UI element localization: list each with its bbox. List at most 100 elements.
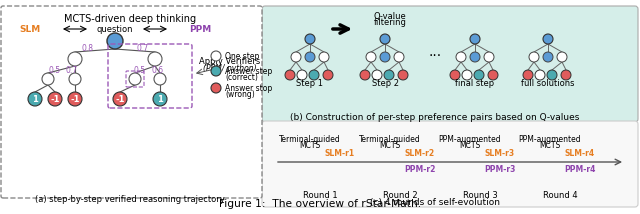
Text: MCTS: MCTS (300, 141, 321, 150)
Text: 0.8: 0.8 (81, 44, 93, 53)
Text: PPM-augmented: PPM-augmented (438, 135, 501, 144)
Circle shape (107, 33, 123, 49)
Circle shape (394, 52, 404, 62)
Text: PPM-r3: PPM-r3 (484, 165, 516, 174)
Circle shape (561, 70, 571, 80)
Text: 1: 1 (157, 95, 163, 104)
Circle shape (285, 70, 295, 80)
Circle shape (211, 83, 221, 93)
Circle shape (360, 70, 370, 80)
Text: PPM-r4: PPM-r4 (564, 165, 596, 174)
Circle shape (535, 70, 545, 80)
Text: Terminal-guided: Terminal-guided (279, 135, 341, 144)
Text: (a) step-by-step verified reasoning trajectory: (a) step-by-step verified reasoning traj… (35, 196, 225, 205)
Circle shape (309, 70, 319, 80)
Circle shape (462, 70, 472, 80)
Circle shape (148, 52, 162, 66)
Text: filtering: filtering (374, 18, 406, 27)
Text: Apply Verifiers: Apply Verifiers (200, 57, 260, 66)
Text: (PPM/ python): (PPM/ python) (203, 64, 257, 73)
Text: ...: ... (428, 45, 442, 59)
Circle shape (529, 52, 539, 62)
FancyBboxPatch shape (262, 6, 638, 122)
Text: Terminal-guided: Terminal-guided (359, 135, 421, 144)
Circle shape (42, 73, 54, 85)
Circle shape (484, 52, 494, 62)
Circle shape (69, 73, 81, 85)
Circle shape (113, 92, 127, 106)
Text: One step: One step (225, 52, 259, 61)
Text: Round 2: Round 2 (383, 192, 417, 201)
Text: SLM-r3: SLM-r3 (485, 150, 515, 159)
FancyBboxPatch shape (262, 121, 638, 207)
Text: question: question (97, 24, 133, 34)
Text: Answer step: Answer step (225, 67, 272, 76)
Text: 0.5: 0.5 (134, 66, 146, 75)
Text: -1: -1 (115, 95, 125, 104)
Text: MCTS: MCTS (380, 141, 401, 150)
Text: 0.7: 0.7 (137, 44, 149, 53)
Circle shape (470, 34, 480, 44)
Text: SLM-r2: SLM-r2 (405, 150, 435, 159)
Text: full solutions: full solutions (521, 79, 575, 88)
Circle shape (557, 52, 567, 62)
Text: (correct): (correct) (225, 73, 258, 82)
Text: PPM: PPM (189, 24, 211, 34)
Text: Round 4: Round 4 (543, 192, 577, 201)
FancyBboxPatch shape (1, 6, 262, 198)
Text: SLM-r4: SLM-r4 (565, 150, 595, 159)
Text: Q-value: Q-value (374, 12, 406, 21)
Text: PPM-r2: PPM-r2 (404, 165, 436, 174)
Text: PPM-augmented: PPM-augmented (518, 135, 581, 144)
Text: MCTS: MCTS (540, 141, 561, 150)
Circle shape (305, 34, 315, 44)
Text: (c) 4 rounds of self-evolution: (c) 4 rounds of self-evolution (370, 198, 500, 207)
Text: 0.7: 0.7 (66, 66, 78, 75)
Text: (b) Construction of per-step preference pairs based on Q-values: (b) Construction of per-step preference … (291, 113, 580, 122)
Circle shape (129, 73, 141, 85)
Circle shape (372, 70, 382, 80)
Circle shape (523, 70, 533, 80)
Circle shape (474, 70, 484, 80)
Text: -1: -1 (70, 95, 80, 104)
Circle shape (543, 52, 553, 62)
Circle shape (470, 52, 480, 62)
Circle shape (543, 34, 553, 44)
Text: 0.6: 0.6 (152, 66, 164, 75)
Circle shape (211, 51, 221, 61)
Circle shape (291, 52, 301, 62)
Text: Step 2: Step 2 (371, 79, 399, 88)
Circle shape (319, 52, 329, 62)
Text: MCTS: MCTS (460, 141, 481, 150)
Circle shape (384, 70, 394, 80)
Text: final step: final step (456, 79, 495, 88)
Circle shape (398, 70, 408, 80)
Text: Step 1: Step 1 (296, 79, 323, 88)
Circle shape (153, 92, 167, 106)
Text: 0.5: 0.5 (49, 66, 61, 75)
Circle shape (488, 70, 498, 80)
Circle shape (450, 70, 460, 80)
Circle shape (305, 52, 315, 62)
Circle shape (323, 70, 333, 80)
Circle shape (28, 92, 42, 106)
Text: Round 1: Round 1 (303, 192, 337, 201)
Circle shape (211, 66, 221, 76)
Text: Answer stop: Answer stop (225, 83, 272, 92)
Circle shape (380, 34, 390, 44)
Circle shape (154, 73, 166, 85)
Circle shape (366, 52, 376, 62)
Circle shape (48, 92, 62, 106)
Circle shape (297, 70, 307, 80)
Circle shape (547, 70, 557, 80)
Circle shape (456, 52, 466, 62)
Circle shape (68, 52, 82, 66)
Circle shape (68, 92, 82, 106)
Text: 1: 1 (32, 95, 38, 104)
Text: SLM-r1: SLM-r1 (325, 150, 355, 159)
Text: Figure 1:  The overview of rStar-Math.: Figure 1: The overview of rStar-Math. (219, 199, 421, 209)
Text: Round 3: Round 3 (463, 192, 497, 201)
Text: SLM: SLM (19, 24, 40, 34)
Text: MCTS-driven deep thinking: MCTS-driven deep thinking (64, 14, 196, 24)
Circle shape (380, 52, 390, 62)
